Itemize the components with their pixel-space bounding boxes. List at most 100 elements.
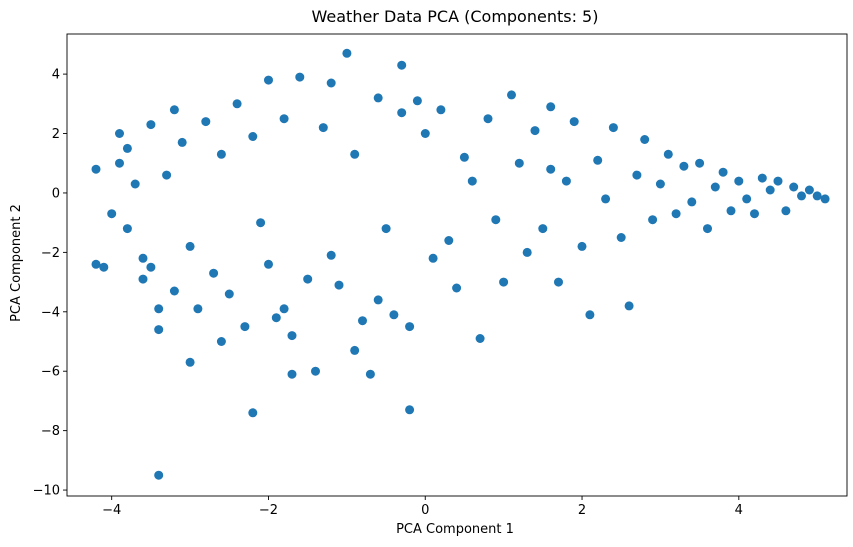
x-axis-label: PCA Component 1 (396, 522, 514, 537)
data-point (248, 408, 258, 418)
y-tick-label: −10 (33, 484, 60, 499)
data-point (248, 132, 258, 141)
data-point (216, 149, 226, 159)
data-point (616, 233, 626, 242)
data-point (797, 191, 806, 201)
data-point (287, 369, 297, 379)
data-point (546, 102, 556, 112)
data-point (648, 215, 658, 225)
data-point (593, 155, 603, 165)
data-point (412, 96, 422, 106)
data-point (820, 194, 830, 204)
points-layer (91, 48, 830, 480)
data-point (169, 286, 179, 296)
data-point (734, 176, 744, 186)
data-point (334, 280, 344, 290)
data-point (703, 224, 712, 234)
data-point (99, 262, 109, 272)
y-tick-label: −2 (41, 246, 60, 261)
data-point (718, 167, 728, 177)
data-point (365, 369, 375, 379)
y-tick-label: 2 (52, 127, 60, 142)
data-point (444, 236, 454, 245)
data-point (303, 274, 313, 284)
data-point (185, 241, 195, 251)
data-point (554, 277, 563, 287)
data-point (632, 170, 642, 180)
data-point (655, 179, 665, 189)
data-point (663, 149, 673, 159)
data-point (279, 114, 289, 124)
data-point (577, 241, 587, 251)
data-point (350, 149, 360, 159)
x-axis: −4 −2 0 2 4 (102, 496, 743, 518)
data-point (538, 224, 548, 234)
data-point (130, 179, 140, 189)
data-point (177, 137, 187, 147)
data-point (138, 253, 148, 263)
data-point (224, 289, 234, 299)
data-point (640, 135, 650, 144)
data-point (264, 75, 273, 85)
data-point (91, 164, 101, 174)
data-point (687, 197, 697, 207)
data-point (240, 322, 250, 332)
y-tick-label: −8 (41, 424, 60, 439)
y-tick-label: 0 (52, 186, 60, 201)
data-point (201, 117, 211, 127)
x-tick-label: −2 (259, 503, 278, 518)
data-point (569, 117, 579, 127)
data-point (287, 331, 297, 341)
data-point (507, 90, 516, 100)
data-point (671, 209, 681, 219)
data-point (209, 268, 219, 278)
data-point (436, 105, 446, 115)
data-point (295, 72, 305, 82)
y-tick-label: 4 (52, 68, 60, 83)
y-tick-label: −6 (41, 365, 60, 380)
y-axis: −10 −8 −6 −4 −2 0 2 4 (33, 68, 67, 499)
data-point (256, 218, 266, 228)
data-point (750, 209, 759, 219)
data-point (491, 215, 501, 225)
data-point (695, 158, 705, 168)
data-point (514, 158, 524, 168)
data-point (193, 304, 203, 314)
data-point (91, 259, 101, 269)
data-point (773, 176, 783, 186)
x-tick-label: 2 (578, 503, 586, 518)
data-point (608, 123, 618, 133)
data-point (358, 316, 367, 326)
data-point (264, 259, 273, 269)
data-point (271, 313, 281, 323)
data-point (459, 152, 469, 162)
data-point (154, 325, 164, 335)
data-point (169, 105, 179, 115)
x-tick-label: 0 (421, 503, 429, 518)
data-point (154, 304, 164, 314)
data-point (546, 164, 556, 174)
data-point (757, 173, 767, 183)
data-point (146, 262, 156, 272)
data-point (373, 295, 383, 305)
data-point (428, 253, 438, 263)
data-point (318, 123, 328, 133)
data-point (585, 310, 595, 320)
x-tick-label: −4 (102, 503, 121, 518)
data-point (162, 170, 172, 180)
data-point (185, 357, 195, 367)
data-point (350, 345, 360, 355)
chart-title: Weather Data PCA (Components: 5) (312, 7, 599, 26)
data-point (279, 304, 289, 314)
data-point (624, 301, 634, 311)
data-point (107, 209, 117, 219)
data-point (742, 194, 752, 204)
data-point (381, 224, 391, 234)
data-point (122, 143, 132, 153)
data-point (373, 93, 383, 103)
data-point (405, 405, 415, 415)
data-point (452, 283, 462, 293)
data-point (804, 185, 814, 195)
data-point (789, 182, 799, 192)
